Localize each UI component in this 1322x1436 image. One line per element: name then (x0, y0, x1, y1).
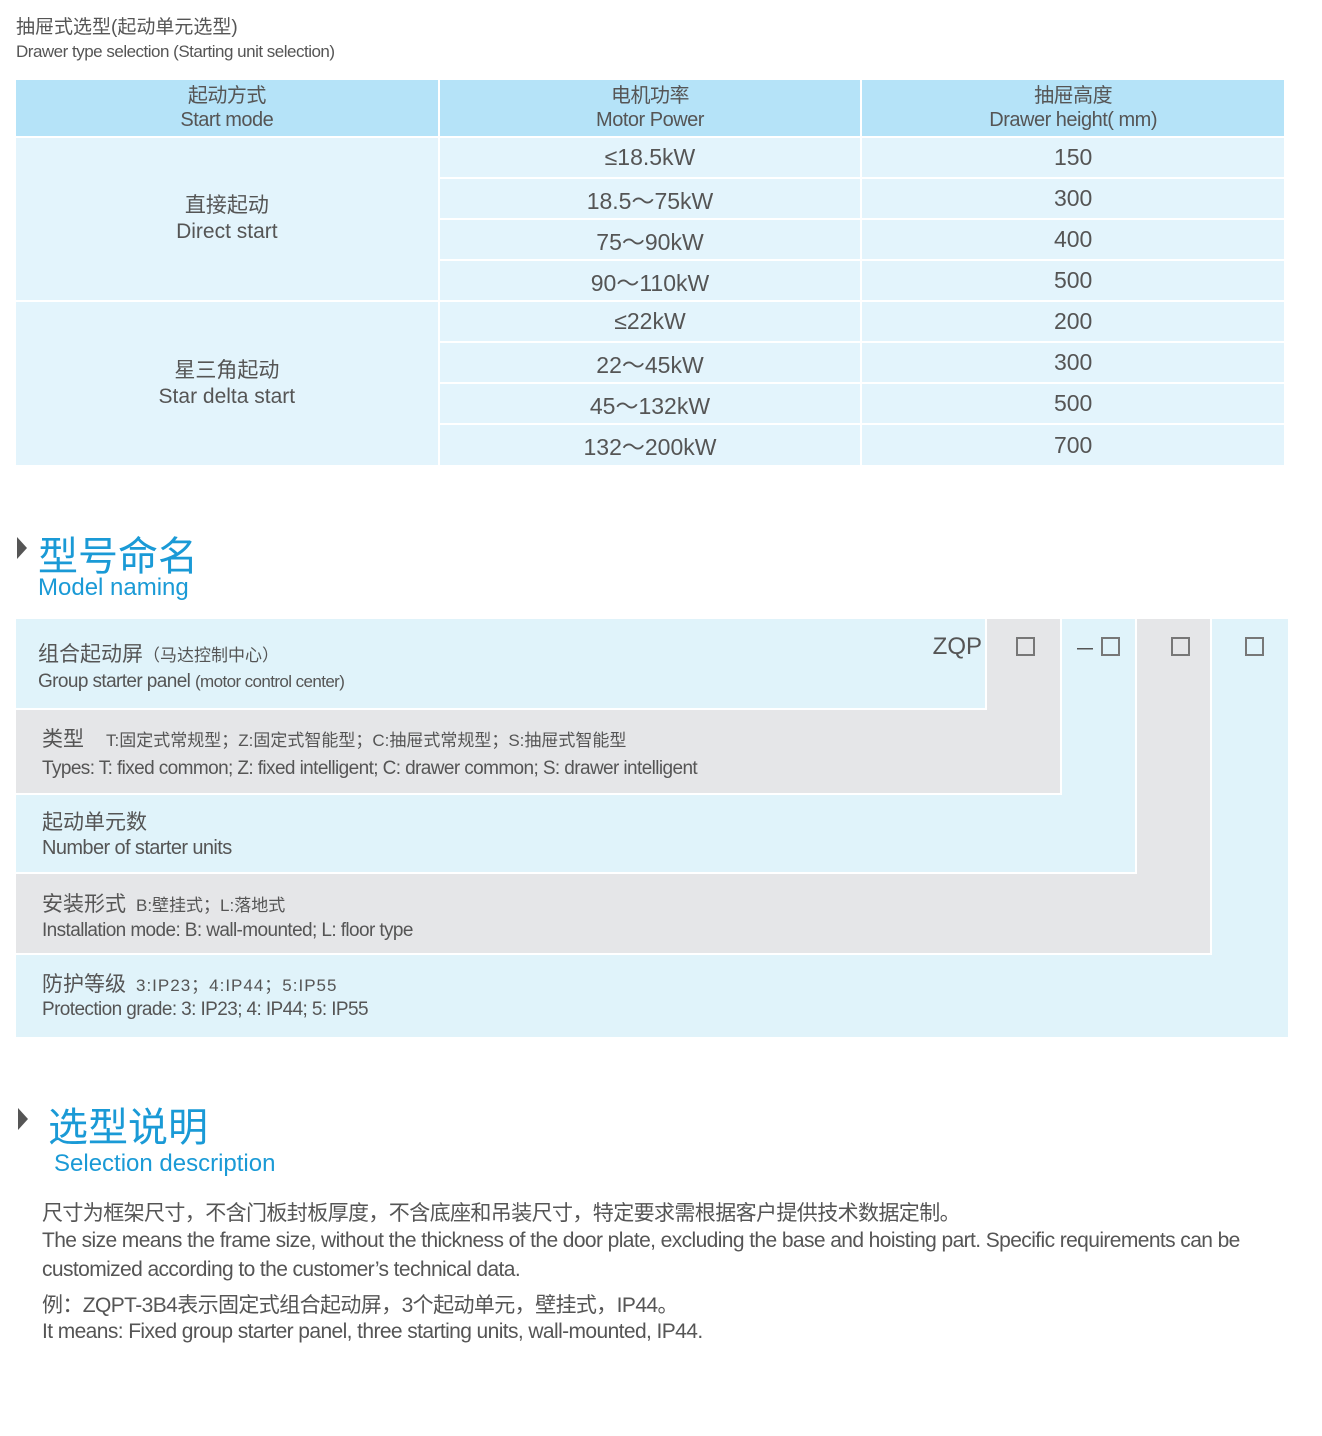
mode-en: Direct start (176, 220, 278, 243)
row-install-en: Installation mode: B: wall-mounted; L: f… (42, 920, 413, 941)
desc-line: It means: Fixed group starter panel, thr… (42, 1320, 703, 1343)
motor-power-cell: ≤22kW (438, 300, 863, 342)
section-title-en: Drawer type selection (Starting unit sel… (16, 42, 335, 61)
model-naming-title: 型号命名 (38, 535, 198, 579)
motor-power-cell: 75～90kW (438, 218, 863, 260)
row-protection-cn: 防护等级 3:IP23；4:IP44；5:IP55 (42, 973, 338, 996)
drawer-height-cell: 500 (861, 259, 1284, 301)
row-install-cn: 安装形式 B:壁挂式；L:落地式 (42, 893, 286, 916)
table-row: 132～200kW 700 (16, 423, 1284, 465)
table-row: 45～132kW 500 (16, 382, 1284, 424)
motor-power-cell: 90～110kW (438, 259, 863, 301)
col-header-drawer-height: 抽屉高度 Drawer height( mm) (861, 80, 1284, 137)
header-cn: 电机功率 (610, 85, 689, 107)
table-row: 18.5～75kW 300 (16, 177, 1284, 219)
code-prefix: ZQP (932, 633, 982, 660)
table-row: 直接起动 Direct start ≤18.5kW 150 (16, 136, 1284, 301)
table-row: 星三角起动 Star delta start ≤22kW 200 (16, 300, 1284, 465)
mode-cn: 直接起动 (184, 194, 269, 217)
row-type-en: Types: T: fixed common; Z: fixed intelli… (42, 758, 698, 779)
row-protection-en: Protection grade: 3: IP23; 4: IP44; 5: I… (42, 999, 369, 1020)
col-header-motor-power: 电机功率 Motor Power (438, 80, 863, 137)
row-units-cn: 起动单元数 (42, 811, 147, 834)
drawer-height-cell: 300 (861, 341, 1284, 383)
table-row: 75～90kW 400 (16, 218, 1284, 260)
table-row: 22～45kW 300 (16, 341, 1284, 383)
desc-line: 例：ZQPT-3B4表示固定式组合起动屏，3个起动单元，壁挂式，IP44。 (42, 1294, 678, 1317)
row-panel-cn: 组合起动屏（马达控制中心） (38, 643, 279, 666)
protection-placeholder-box (1245, 637, 1264, 656)
header-cn: 起动方式 (187, 85, 266, 107)
selection-title: 选型说明 (48, 1106, 208, 1150)
desc-line: The size means the frame size, without t… (42, 1229, 1240, 1252)
col-header-start-mode: 起动方式 Start mode (16, 80, 440, 137)
start-mode-cell: 直接起动 Direct start (16, 136, 440, 301)
units-placeholder-box (1101, 637, 1120, 656)
selection-subtitle: Selection description (54, 1150, 276, 1177)
drawer-height-cell: 500 (861, 382, 1284, 424)
drawer-selection-table: 起动方式 Start mode 电机功率 Motor Power 抽屉高度 Drawe… (16, 80, 1284, 465)
motor-power-cell: 18.5～75kW (438, 177, 863, 219)
section-title-cn: 抽屉式选型(起动单元选型) (16, 17, 238, 38)
start-mode-cell: 星三角起动 Star delta start (16, 300, 440, 465)
drawer-height-cell: 300 (861, 177, 1284, 219)
type-placeholder-box (1016, 637, 1035, 656)
drawer-height-cell: 700 (861, 423, 1284, 465)
motor-power-cell: ≤18.5kW (438, 136, 863, 178)
header-en: Motor Power (596, 109, 704, 131)
motor-power-cell: 22～45kW (438, 341, 863, 383)
row-units-en: Number of starter units (42, 837, 232, 859)
mode-cn: 星三角起动 (174, 358, 280, 382)
desc-line: customized according to the customer’s t… (42, 1258, 521, 1281)
header-en: Drawer height( mm) (989, 109, 1157, 131)
mode-en: Star delta start (158, 384, 296, 408)
header-cn: 抽屉高度 (1034, 85, 1113, 107)
header-en: Start mode (180, 109, 274, 131)
install-placeholder-box (1171, 637, 1190, 656)
motor-power-cell: 132～200kW (438, 423, 863, 465)
desc-line: 尺寸为框架尺寸，不含门板封板厚度，不含底座和吊装尺寸，特定要求需根据客户提供技术… (42, 1202, 961, 1225)
model-naming-subtitle: Model naming (38, 574, 189, 601)
table-row: 90～110kW 500 (16, 259, 1284, 301)
drawer-height-cell: 200 (861, 300, 1284, 342)
dash: － (1074, 637, 1097, 662)
band-panel (16, 619, 987, 710)
triangle-bullet-icon (17, 537, 27, 559)
motor-power-cell: 45～132kW (438, 382, 863, 424)
row-panel-en: Group starter panel (motor control cente… (38, 671, 345, 692)
triangle-bullet-icon (18, 1108, 28, 1130)
drawer-height-cell: 400 (861, 218, 1284, 260)
drawer-height-cell: 150 (861, 136, 1284, 178)
row-type-cn: 类型 T:固定式常规型；Z:固定式智能型；C:抽屉式常规型；S:抽屉式智能型 (42, 728, 627, 751)
